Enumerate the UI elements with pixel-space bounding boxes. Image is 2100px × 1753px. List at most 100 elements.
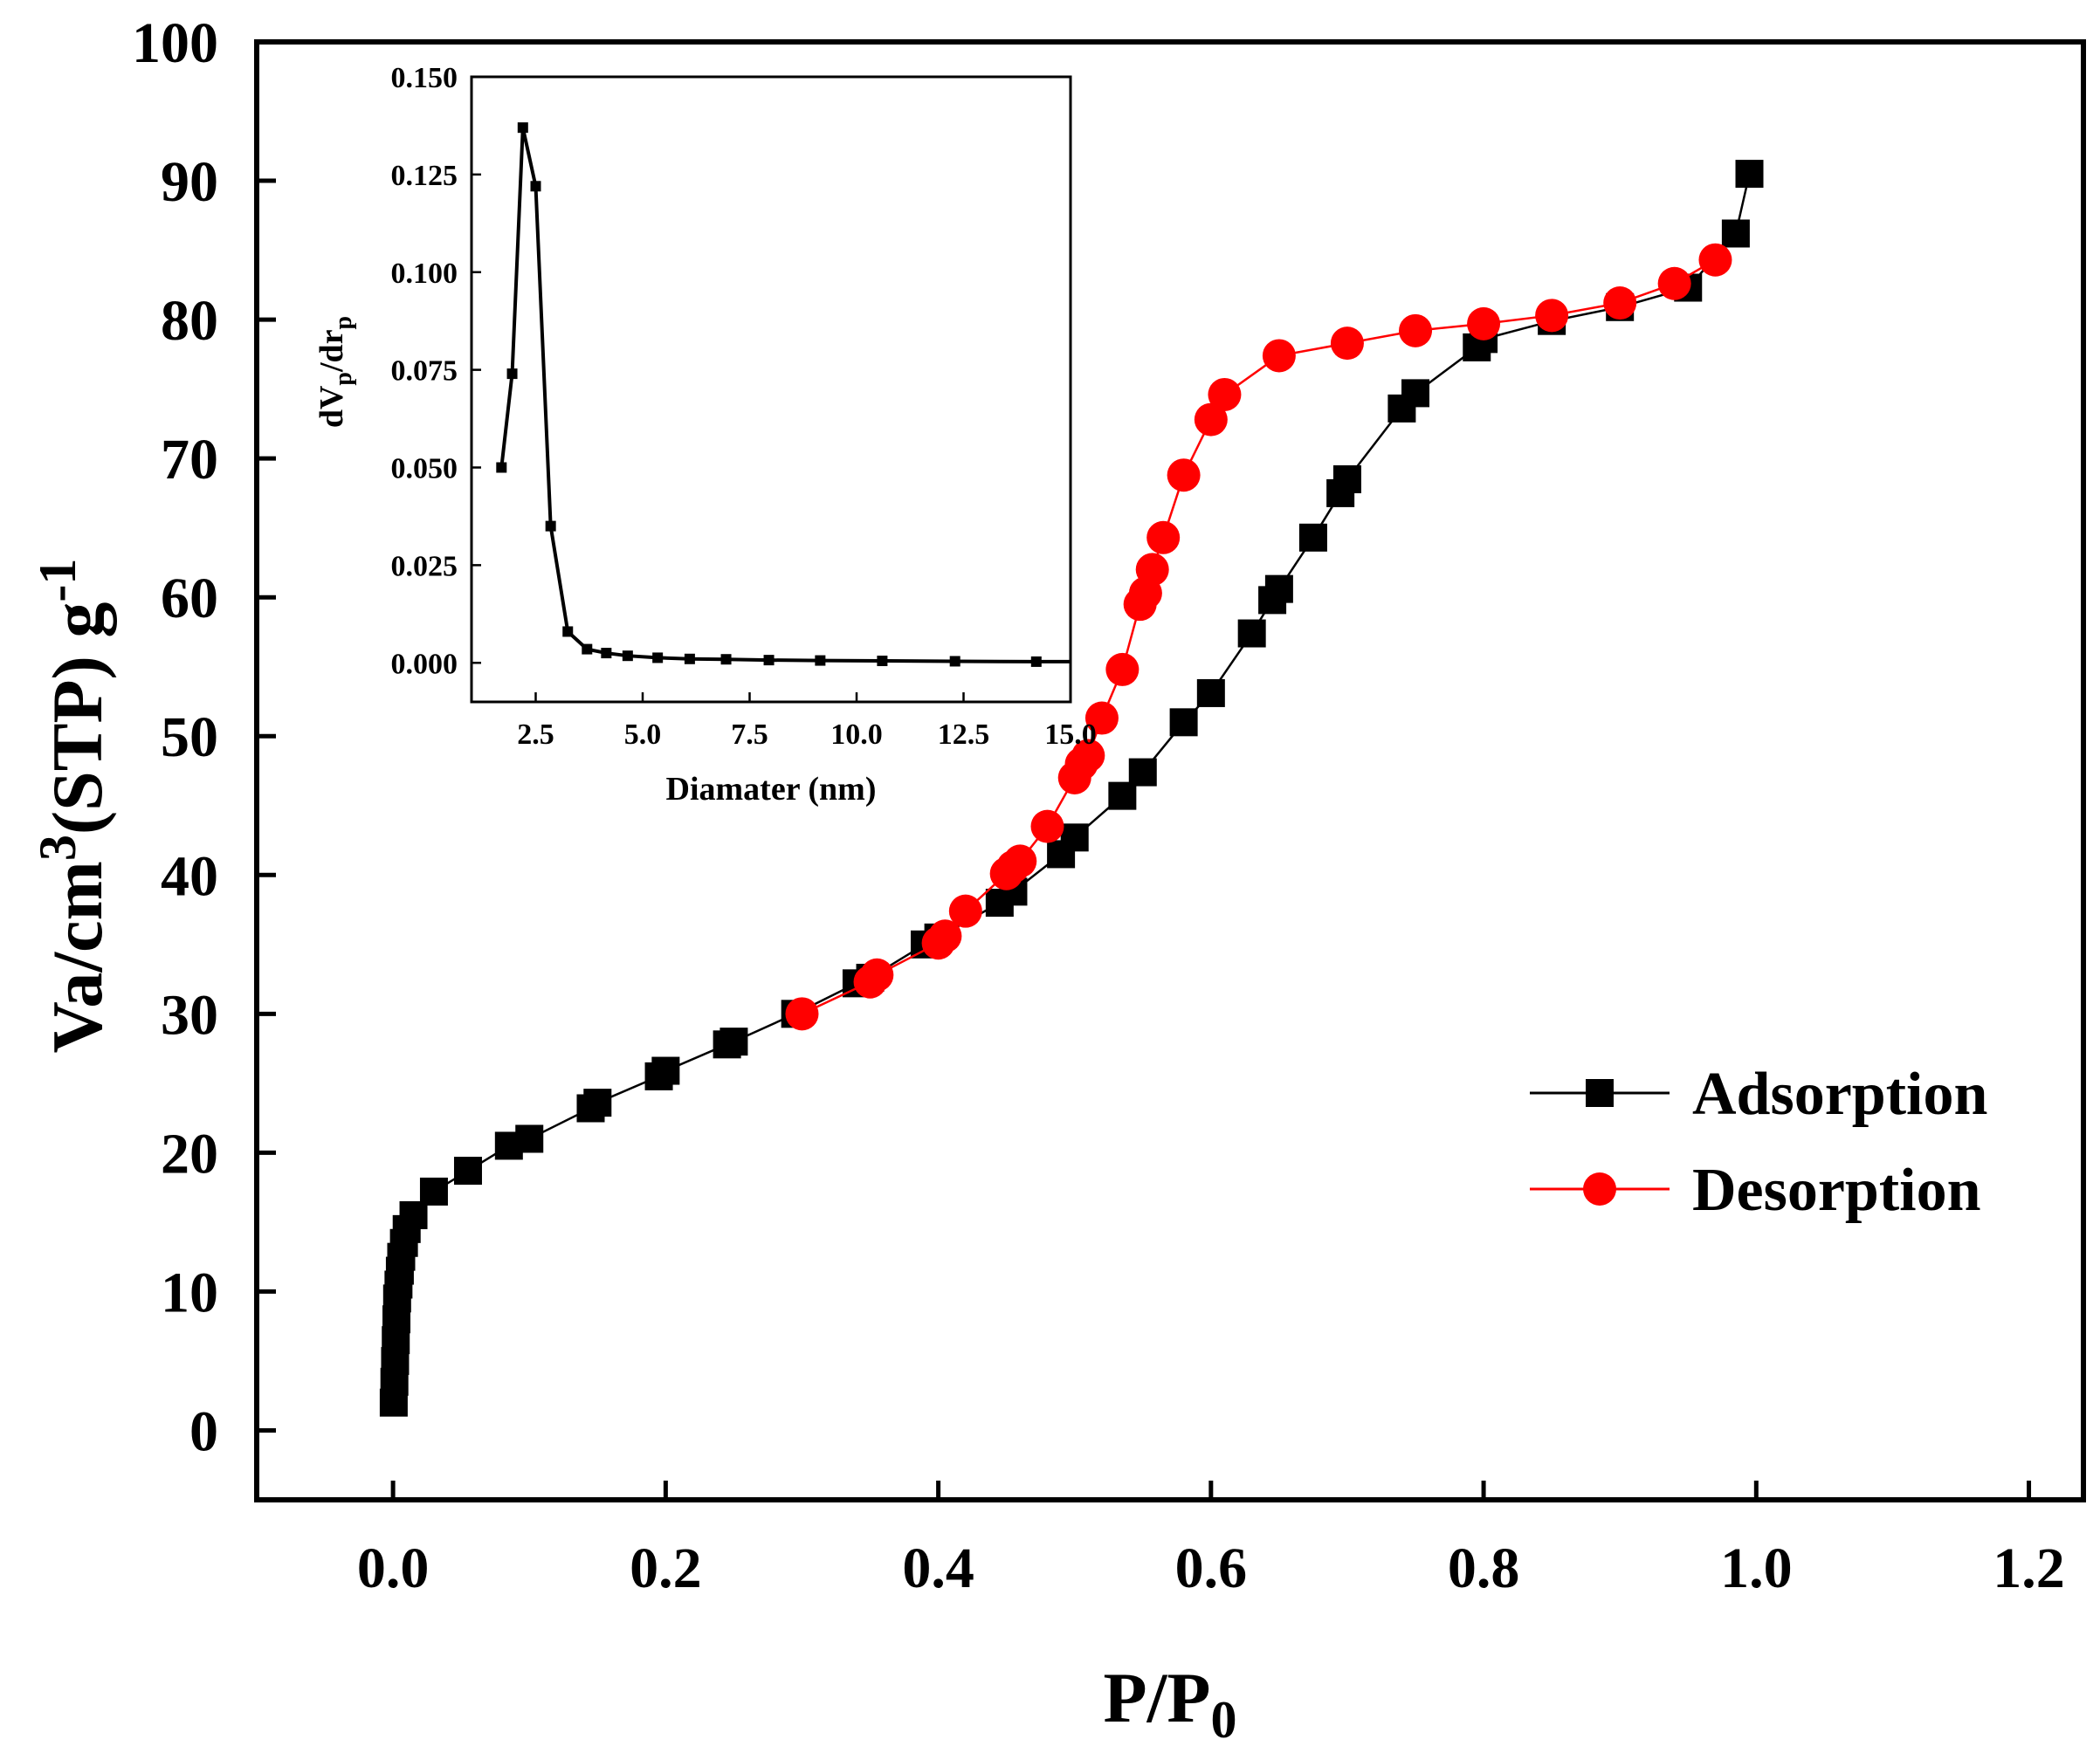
desorption-point <box>1535 299 1569 333</box>
inset-x-axis-title: Diamater (nm) <box>666 771 877 808</box>
desorption-point <box>1399 313 1433 347</box>
adsorption-point <box>1169 708 1198 737</box>
adsorption-point <box>1108 781 1137 810</box>
adsorption-point <box>419 1177 448 1206</box>
adsorption-point <box>1298 523 1327 552</box>
inset-point <box>1030 656 1042 667</box>
adsorption-point <box>399 1200 428 1229</box>
adsorption-point <box>720 1028 748 1056</box>
x-tick-label: 1.2 <box>1993 1536 2065 1600</box>
y-tick-label: 90 <box>161 150 218 214</box>
adsorption-point <box>1721 219 1750 248</box>
adsorption-point <box>1401 379 1430 408</box>
desorption-point <box>1146 520 1181 554</box>
inset-y-tick-label: 0.000 <box>391 648 458 680</box>
x-axis-title: P/P0 <box>1104 1658 1237 1749</box>
desorption-point <box>1467 306 1501 340</box>
inset-point <box>530 181 541 192</box>
inset-point <box>601 648 612 659</box>
adsorption-point <box>1264 574 1293 603</box>
legend-marker-adsorption <box>1586 1079 1614 1107</box>
inset-x-tick-label: 15.0 <box>1044 718 1097 751</box>
y-tick-label: 10 <box>161 1261 218 1324</box>
x-tick-label: 1.0 <box>1720 1536 1793 1600</box>
adsorption-point <box>583 1089 612 1117</box>
adsorption-point <box>651 1056 680 1085</box>
inset-y-tick-label: 0.100 <box>391 258 458 290</box>
desorption-point <box>1003 844 1037 878</box>
adsorption-point <box>1128 758 1157 787</box>
inset-point <box>517 122 528 134</box>
inset-y-tick-label: 0.025 <box>391 550 458 582</box>
adsorption-point <box>453 1157 482 1186</box>
adsorption-point <box>1060 823 1089 852</box>
inset-point <box>582 643 593 655</box>
desorption-point <box>1030 809 1064 843</box>
x-tick-label: 0.0 <box>357 1536 430 1600</box>
inset-y-tick-label: 0.150 <box>391 62 458 94</box>
main-plot-frame <box>254 39 2086 1502</box>
inset-x-tick-label: 5.0 <box>624 718 662 751</box>
desorption-point <box>928 919 962 953</box>
y-tick-label: 50 <box>161 705 218 769</box>
y-tick-label: 20 <box>161 1122 218 1186</box>
adsorption-point <box>1237 619 1266 648</box>
desorption-point <box>1167 458 1201 492</box>
x-tick-label: 0.4 <box>902 1536 974 1600</box>
adsorption-point <box>515 1124 544 1153</box>
legend-label: Desorption <box>1692 1157 1981 1224</box>
y-tick-label: 40 <box>161 844 218 908</box>
desorption-point <box>1330 327 1364 361</box>
inset-series-line <box>499 127 1071 663</box>
desorption-point <box>1084 701 1119 735</box>
inset-point <box>496 462 507 473</box>
y-tick-label: 80 <box>161 289 218 353</box>
legend-marker-desorption <box>1583 1172 1616 1206</box>
inset-y-tick-label: 0.125 <box>391 160 458 192</box>
inset-x-tick-label: 7.5 <box>731 718 768 751</box>
desorption-point <box>1603 286 1637 320</box>
y-tick-label: 70 <box>161 428 218 492</box>
inset-point <box>622 650 633 662</box>
inset-point <box>506 368 518 380</box>
desorption-point <box>860 958 894 992</box>
inset-y-tick-label: 0.050 <box>391 453 458 485</box>
inset-plot-frame <box>470 75 1072 704</box>
inset-point <box>949 656 960 667</box>
y-tick-label: 0 <box>189 1399 218 1463</box>
inset-x-tick-label: 10.0 <box>830 718 883 751</box>
legend-label: Adsorption <box>1692 1061 1987 1128</box>
inset-point <box>763 655 775 666</box>
inset-x-tick-label: 2.5 <box>517 718 554 751</box>
inset-point <box>652 652 664 663</box>
desorption-point <box>1208 377 1242 411</box>
desorption-point <box>1194 402 1228 437</box>
inset-point <box>684 653 695 664</box>
desorption-point <box>1071 739 1105 773</box>
inset-point <box>562 626 574 637</box>
desorption-point <box>948 894 982 928</box>
y-tick-label: 60 <box>161 567 218 630</box>
legend: Adsorption Desorption <box>1530 1061 1987 1224</box>
inset-point <box>815 655 826 666</box>
y-tick-label: 100 <box>132 11 218 75</box>
inset-y-axis-title: dVp/drp <box>313 316 357 428</box>
inset-point <box>877 656 888 667</box>
x-tick-label: 0.8 <box>1448 1536 1520 1600</box>
adsorption-point <box>1735 160 1764 189</box>
y-tick-label: 30 <box>161 983 218 1047</box>
x-tick-label: 0.6 <box>1175 1536 1248 1600</box>
x-tick-label: 0.2 <box>630 1536 702 1600</box>
inset-point <box>545 520 556 532</box>
inset-point <box>720 654 732 665</box>
desorption-point <box>1135 553 1169 587</box>
adsorption-point <box>1196 678 1225 707</box>
inset-y-tick-label: 0.075 <box>391 355 458 388</box>
desorption-point <box>1105 652 1140 686</box>
desorption-point <box>1262 339 1296 373</box>
desorption-point <box>1698 243 1732 277</box>
desorption-point <box>785 997 819 1031</box>
adsorption-point <box>1332 465 1361 493</box>
